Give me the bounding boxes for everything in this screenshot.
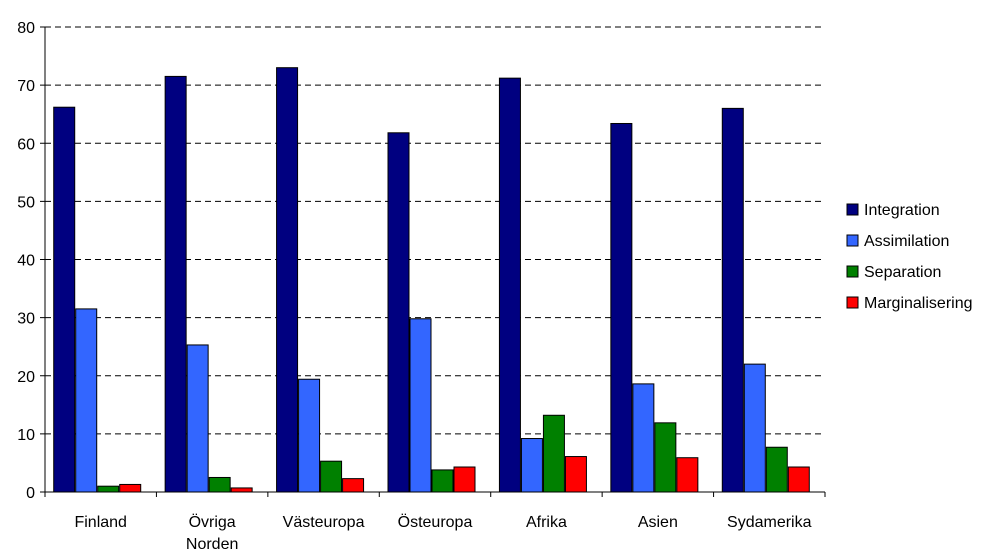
- x-axis-ticks: Finland Övriga Norden Västeuropa Östeuropa Af…: [44, 492, 826, 551]
- y-axis-ticks: 0 10 20 30 40 50 60 70 80: [17, 20, 45, 502]
- bar-integration: [498, 77, 521, 493]
- bar-integration: [721, 107, 744, 493]
- bar-separation: [431, 469, 454, 493]
- legend-swatch-assimilation: [846, 234, 859, 247]
- bar-marginalisering: [453, 466, 476, 493]
- bar-integration: [164, 75, 187, 493]
- bar-marginalisering: [564, 456, 587, 493]
- y-tick-label: 80: [17, 20, 35, 37]
- x-tick-label: Östeuropa: [398, 513, 473, 531]
- legend-label-integration: Integration: [864, 202, 940, 219]
- bar-marginalisering: [787, 466, 810, 493]
- x-tick-label: Övriga Norden: [186, 513, 238, 551]
- y-tick-label: 50: [17, 194, 35, 211]
- legend-label-separation: Separation: [864, 264, 941, 281]
- legend: Integration Assimilation Separation Margina…: [846, 202, 973, 312]
- bar-assimilation: [632, 383, 655, 493]
- bar-integration: [610, 122, 633, 493]
- bar-assimilation: [520, 438, 543, 493]
- y-tick-label: 20: [17, 369, 35, 386]
- bar-marginalisering: [230, 487, 253, 493]
- bar-assimilation: [298, 378, 321, 493]
- x-tick-label: Västeuropa: [283, 514, 365, 531]
- bars: [53, 67, 810, 493]
- legend-swatch-integration: [846, 203, 859, 216]
- legend-label-assimilation: Assimilation: [864, 233, 949, 250]
- bar-marginalisering: [119, 483, 142, 493]
- y-tick-label: 60: [17, 136, 35, 153]
- bar-marginalisering: [676, 457, 699, 493]
- gridlines: [45, 26, 825, 435]
- bar-assimilation: [743, 363, 766, 493]
- bar-assimilation: [75, 308, 98, 493]
- bar-marginalisering: [342, 478, 365, 493]
- bar-separation: [320, 460, 343, 493]
- bar-integration: [276, 67, 299, 493]
- legend-swatch-separation: [846, 265, 859, 278]
- y-tick-label: 70: [17, 78, 35, 95]
- bar-separation: [97, 485, 120, 493]
- bar-integration: [53, 106, 76, 493]
- bar-separation: [208, 476, 231, 493]
- y-tick-label: 0: [26, 485, 35, 502]
- y-tick-label: 10: [17, 427, 35, 444]
- y-tick-label: 30: [17, 311, 35, 328]
- bar-separation: [765, 446, 788, 493]
- bar-separation: [542, 414, 565, 493]
- x-tick-label: Afrika: [526, 514, 567, 531]
- legend-label-marginalisering: Marginalisering: [864, 295, 973, 312]
- x-tick-label: Finland: [74, 514, 126, 531]
- x-tick-label: Sydamerika: [727, 514, 812, 531]
- bar-integration: [387, 132, 410, 493]
- x-tick-label: Asien: [638, 514, 678, 531]
- y-tick-label: 40: [17, 253, 35, 270]
- bar-separation: [654, 422, 677, 493]
- bar-assimilation: [186, 344, 209, 493]
- bar-assimilation: [409, 318, 432, 493]
- legend-swatch-marginalisering: [846, 296, 859, 309]
